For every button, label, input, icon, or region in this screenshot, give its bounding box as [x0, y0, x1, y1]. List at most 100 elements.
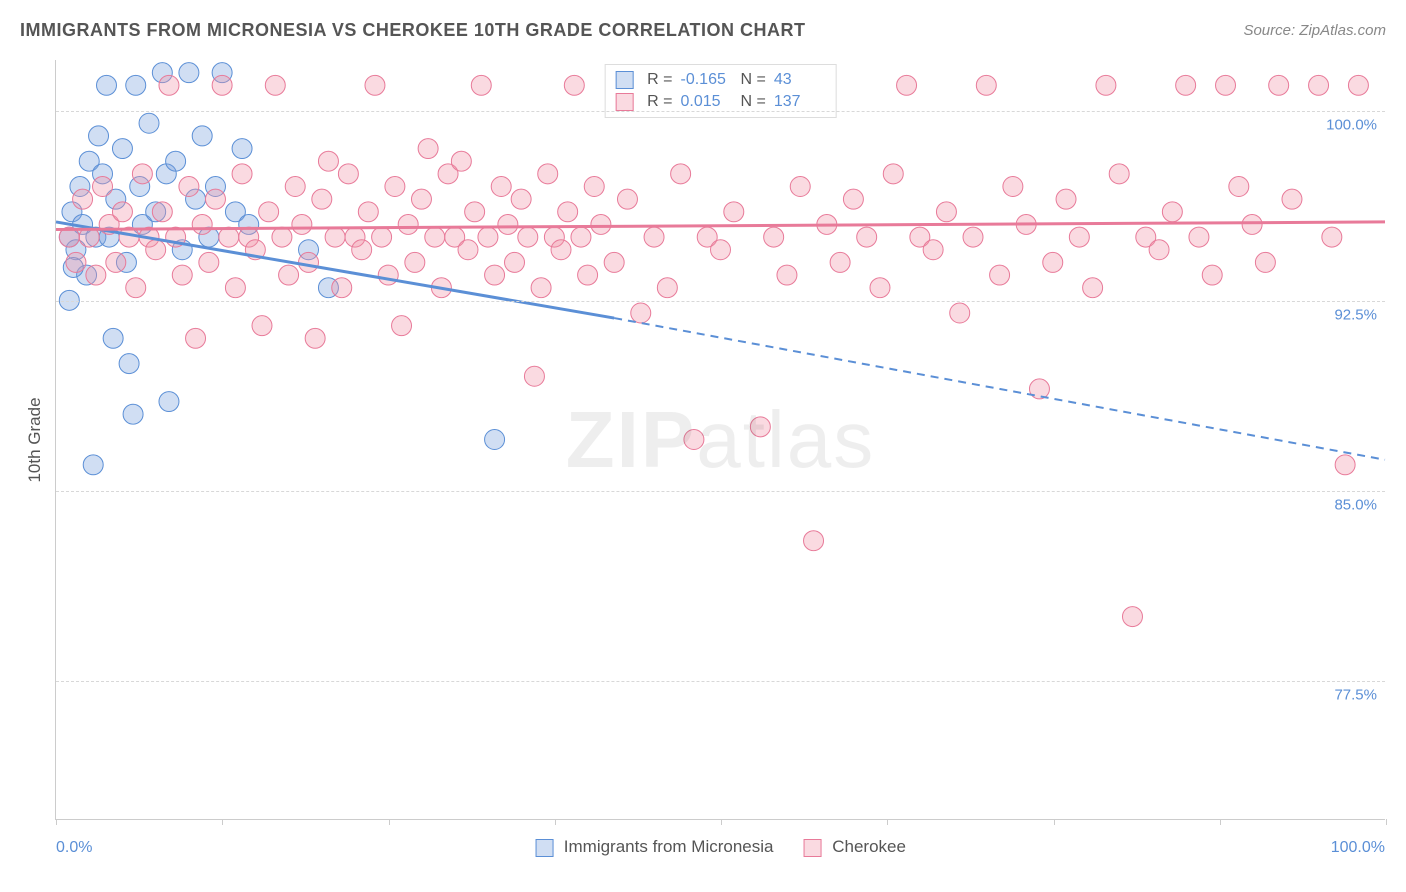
scatter-point	[186, 328, 206, 348]
scatter-point	[1216, 75, 1236, 95]
scatter-point	[1096, 75, 1116, 95]
scatter-point	[252, 316, 272, 336]
scatter-point	[671, 164, 691, 184]
scatter-point	[1149, 240, 1169, 260]
stat-r-label: R =	[647, 93, 672, 111]
legend-item-series2: Cherokee	[804, 837, 906, 857]
scatter-point	[205, 189, 225, 209]
scatter-point	[398, 214, 418, 234]
scatter-point	[318, 151, 338, 171]
gridline	[56, 111, 1385, 112]
scatter-point	[1176, 75, 1196, 95]
scatter-point	[1255, 252, 1275, 272]
legend-label-series2: Cherokee	[832, 837, 906, 856]
scatter-point	[451, 151, 471, 171]
scatter-point	[1043, 252, 1063, 272]
scatter-point	[146, 240, 166, 260]
scatter-point	[385, 177, 405, 197]
scatter-point	[617, 189, 637, 209]
scatter-point	[724, 202, 744, 222]
scatter-point	[106, 252, 126, 272]
source-label: Source: ZipAtlas.com	[1243, 22, 1386, 39]
scatter-point	[425, 227, 445, 247]
scatter-point	[378, 265, 398, 285]
scatter-point	[126, 278, 146, 298]
legend-label-series1: Immigrants from Micronesia	[564, 837, 774, 856]
x-tick	[721, 819, 722, 825]
scatter-point	[1083, 278, 1103, 298]
scatter-point	[1309, 75, 1329, 95]
scatter-point	[631, 303, 651, 323]
scatter-point	[830, 252, 850, 272]
scatter-point	[1269, 75, 1289, 95]
scatter-point	[411, 189, 431, 209]
scatter-point	[119, 354, 139, 374]
scatter-point	[584, 177, 604, 197]
scatter-point	[66, 252, 86, 272]
scatter-point	[1189, 227, 1209, 247]
stat-n-value-2: 137	[774, 93, 826, 111]
y-tick-label: 92.5%	[1334, 306, 1377, 323]
scatter-point	[604, 252, 624, 272]
scatter-point	[1003, 177, 1023, 197]
scatter-point	[159, 392, 179, 412]
scatter-point	[272, 227, 292, 247]
scatter-point	[936, 202, 956, 222]
scatter-point	[1162, 202, 1182, 222]
scatter-point	[305, 328, 325, 348]
scatter-point	[558, 202, 578, 222]
scatter-point	[112, 139, 132, 159]
scatter-point	[976, 75, 996, 95]
scatter-point	[179, 63, 199, 83]
scatter-point	[1348, 75, 1368, 95]
y-tick-label: 85.0%	[1334, 496, 1377, 513]
stat-n-value-1: 43	[774, 71, 826, 89]
scatter-point	[591, 214, 611, 234]
scatter-point	[159, 75, 179, 95]
scatter-point	[1109, 164, 1129, 184]
scatter-point	[465, 202, 485, 222]
scatter-point	[790, 177, 810, 197]
scatter-point	[684, 430, 704, 450]
scatter-point	[372, 227, 392, 247]
scatter-point	[83, 455, 103, 475]
x-axis-max-label: 100.0%	[1331, 839, 1385, 857]
scatter-point	[325, 227, 345, 247]
scatter-point	[285, 177, 305, 197]
scatter-point	[644, 227, 664, 247]
scatter-point	[73, 189, 93, 209]
gridline	[56, 681, 1385, 682]
scatter-point	[212, 75, 232, 95]
scatter-point	[192, 126, 212, 146]
scatter-point	[126, 75, 146, 95]
x-tick	[222, 819, 223, 825]
stat-n-label: N =	[741, 93, 766, 111]
scatter-point	[232, 139, 252, 159]
scatter-point	[1335, 455, 1355, 475]
scatter-point	[551, 240, 571, 260]
scatter-point	[531, 278, 551, 298]
scatter-point	[232, 164, 252, 184]
scatter-point	[511, 189, 531, 209]
scatter-point	[259, 202, 279, 222]
scatter-point	[418, 139, 438, 159]
legend-stats-row-1: R = -0.165 N = 43	[615, 69, 826, 91]
scatter-point	[1322, 227, 1342, 247]
plot-area: ZIPatlas R = -0.165 N = 43 R = 0.015 N =…	[55, 60, 1385, 820]
scatter-point	[1122, 607, 1142, 627]
scatter-point	[857, 227, 877, 247]
scatter-point	[179, 177, 199, 197]
scatter-point	[332, 278, 352, 298]
scatter-point	[199, 252, 219, 272]
scatter-point	[312, 189, 332, 209]
scatter-point	[352, 240, 372, 260]
scatter-point	[564, 75, 584, 95]
scatter-point	[897, 75, 917, 95]
scatter-point	[112, 202, 132, 222]
scatter-point	[97, 75, 117, 95]
scatter-point	[963, 227, 983, 247]
scatter-point	[578, 265, 598, 285]
scatter-point	[1229, 177, 1249, 197]
scatter-point	[1069, 227, 1089, 247]
y-tick-label: 100.0%	[1326, 116, 1377, 133]
